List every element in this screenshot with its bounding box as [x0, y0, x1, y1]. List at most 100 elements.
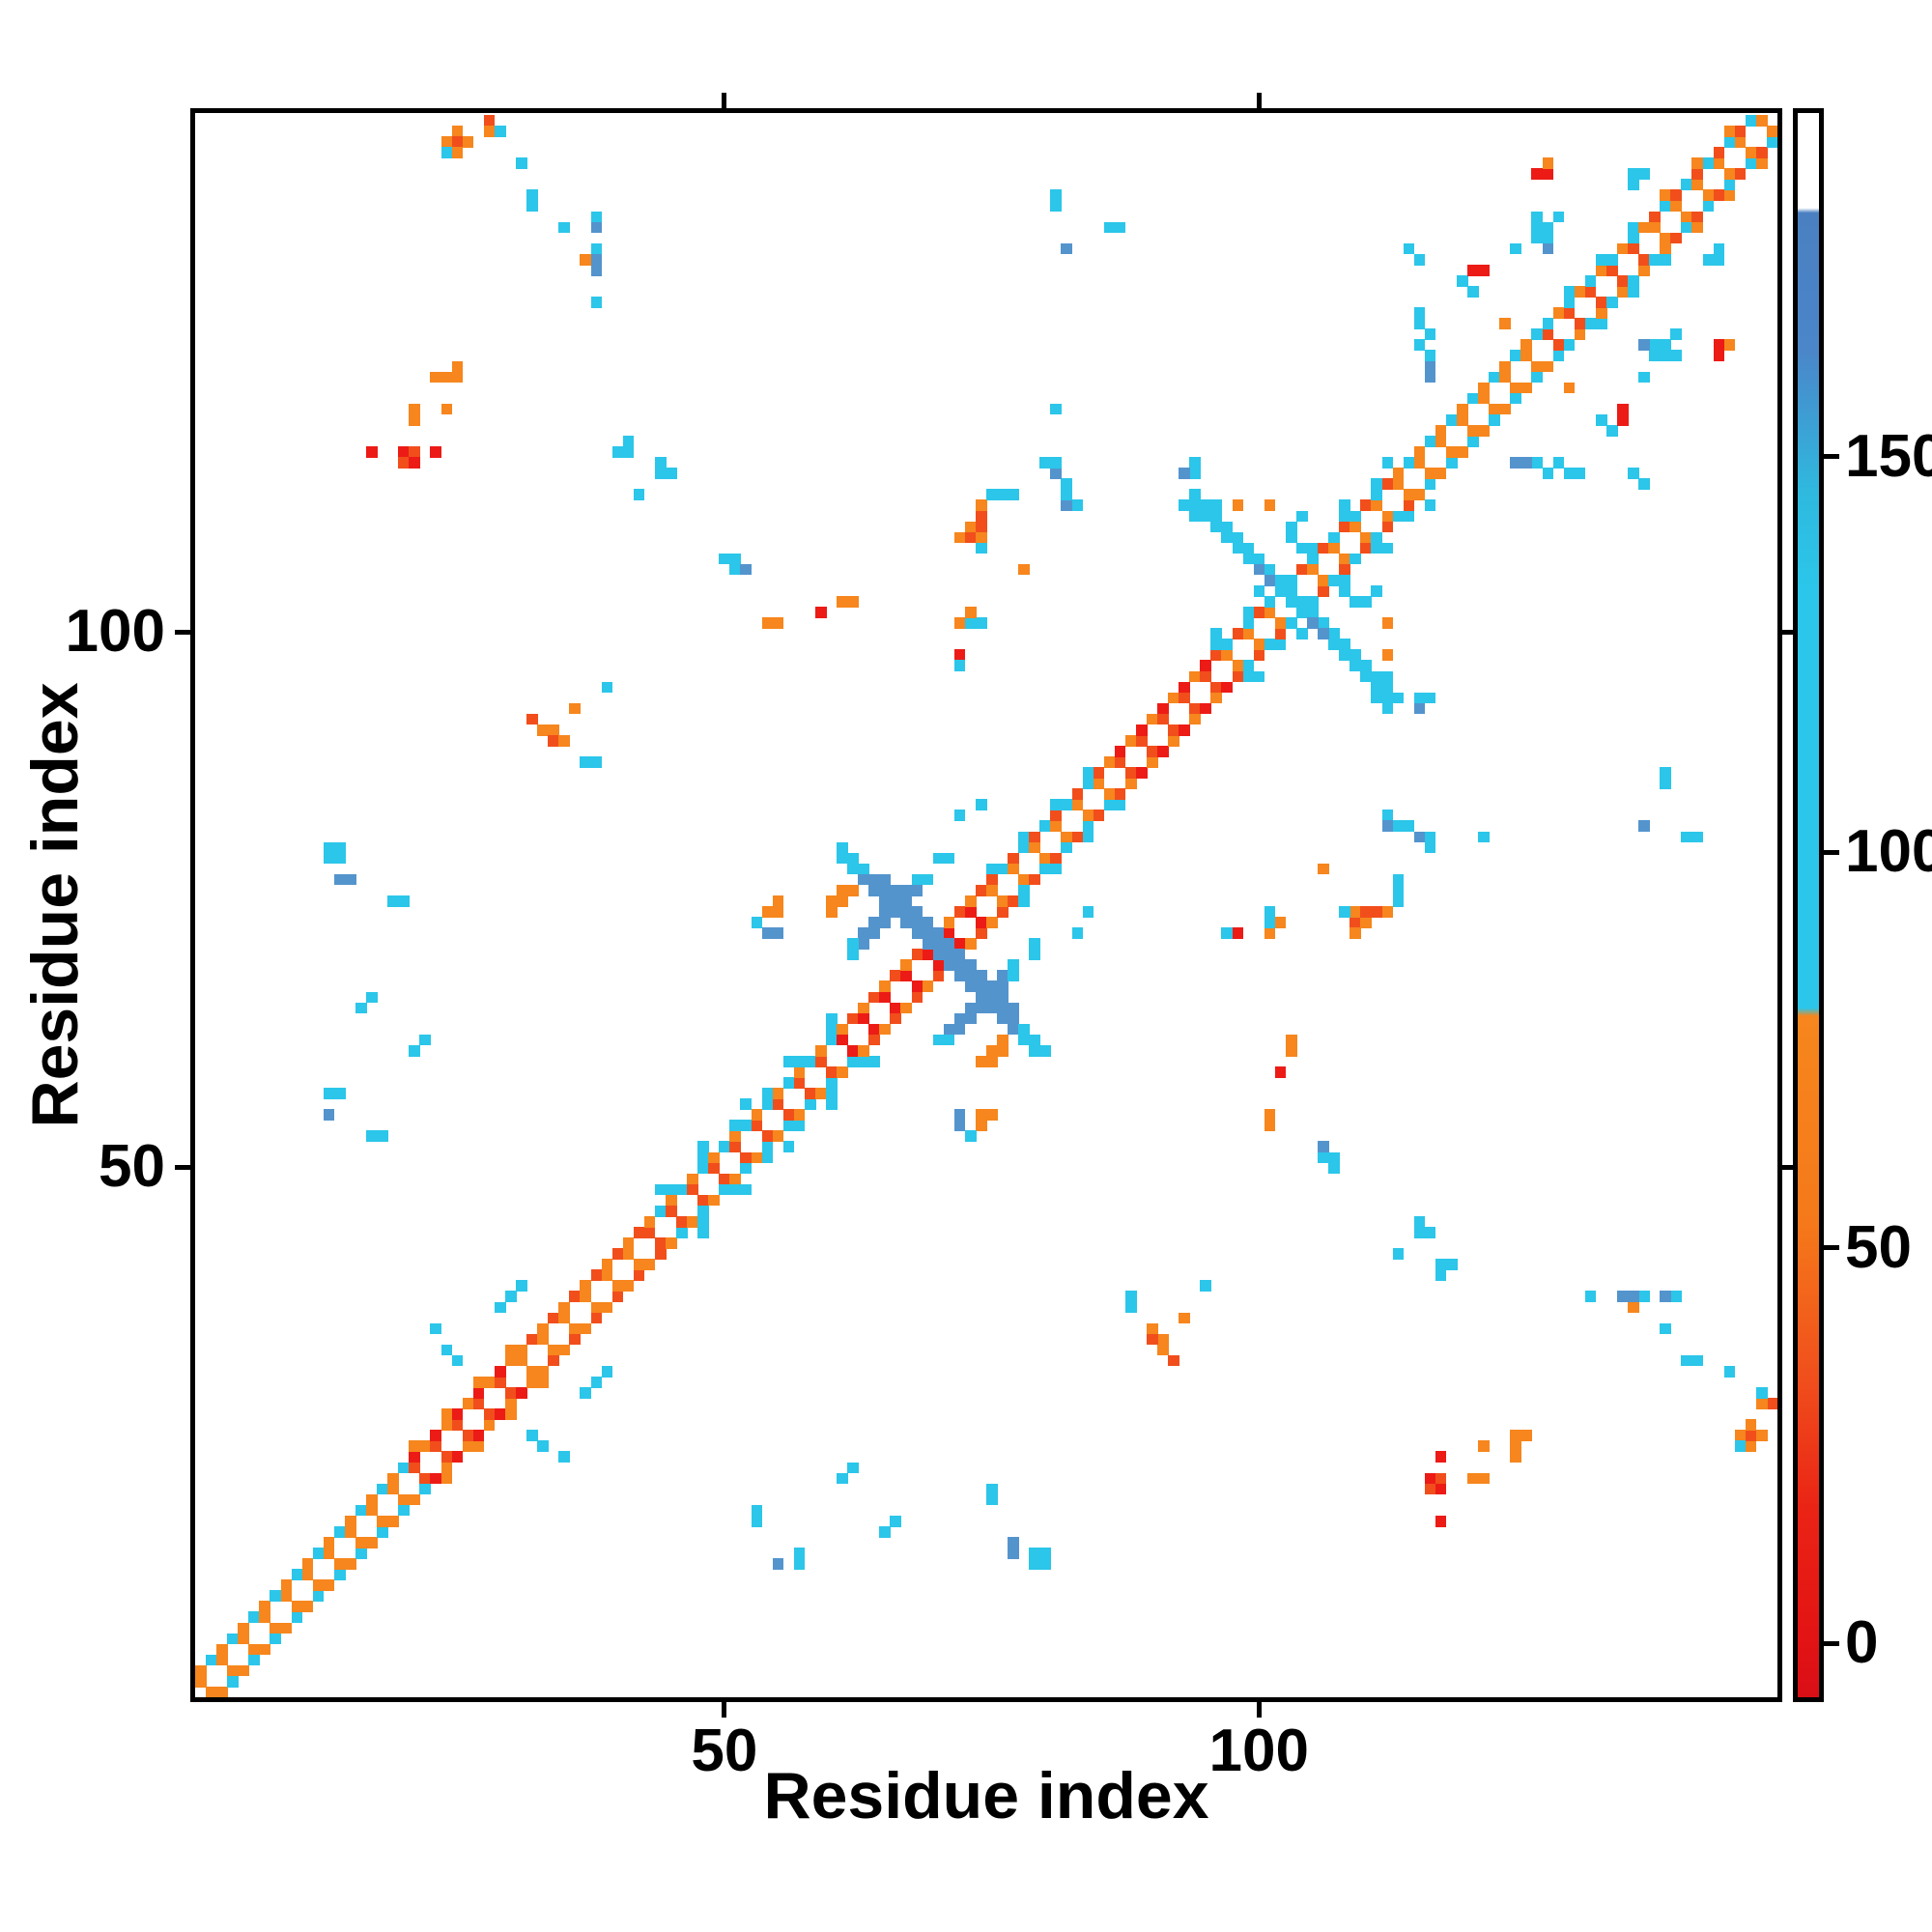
- axis-tick: [1256, 1702, 1262, 1718]
- heatmap-cell: [793, 1077, 806, 1089]
- heatmap-cell: [451, 126, 464, 137]
- heatmap-cell: [1520, 1430, 1533, 1441]
- heatmap-cell: [259, 1601, 271, 1613]
- heatmap-cell: [879, 991, 891, 1004]
- heatmap-cell: [1210, 521, 1223, 533]
- heatmap-cell: [462, 1398, 474, 1409]
- heatmap-cell: [1179, 681, 1190, 694]
- heatmap-cell: [900, 917, 913, 928]
- heatmap-cell: [611, 1291, 624, 1303]
- heatmap-cell: [1670, 328, 1682, 340]
- heatmap-cell: [611, 1248, 624, 1260]
- heatmap-cell: [1221, 531, 1234, 544]
- heatmap-cell: [1681, 1354, 1693, 1367]
- heatmap-cell: [1295, 628, 1308, 639]
- heatmap-cell: [1050, 200, 1063, 213]
- heatmap-cell: [654, 468, 667, 479]
- heatmap-cell: [1766, 136, 1777, 148]
- heatmap-cell: [259, 1643, 271, 1656]
- heatmap-cell: [943, 1023, 955, 1036]
- heatmap-cell: [440, 147, 453, 158]
- heatmap-cell: [1093, 810, 1105, 822]
- heatmap-cell: [1114, 745, 1126, 757]
- heatmap-cell: [1221, 681, 1234, 694]
- heatmap-cell: [398, 457, 410, 469]
- heatmap-cell: [825, 1012, 838, 1025]
- heatmap-cell: [1435, 436, 1447, 447]
- heatmap-cell: [1552, 211, 1565, 223]
- heatmap-cell: [643, 1227, 656, 1238]
- heatmap-cell: [1542, 157, 1554, 169]
- heatmap-cell: [1628, 468, 1639, 479]
- heatmap-cell: [1616, 286, 1629, 298]
- heatmap-cell: [953, 970, 966, 982]
- heatmap-cell: [355, 1002, 367, 1014]
- colorbar-tick-label: 50: [1845, 1213, 1912, 1281]
- heatmap-cell: [377, 1130, 388, 1143]
- heatmap-cell: [1285, 574, 1297, 586]
- heatmap-cell: [409, 1440, 420, 1453]
- heatmap-cell: [1071, 788, 1084, 800]
- heatmap-cell: [1318, 574, 1329, 586]
- heatmap-cell: [398, 1504, 410, 1517]
- heatmap-cell: [1584, 286, 1597, 298]
- heatmap-cell: [1478, 424, 1490, 437]
- heatmap-cell: [1339, 649, 1350, 662]
- heatmap-cell: [922, 949, 934, 960]
- heatmap-cell: [964, 1130, 977, 1143]
- heatmap-cell: [526, 1430, 538, 1441]
- heatmap-cell: [964, 1012, 977, 1025]
- heatmap-cell: [1029, 938, 1040, 950]
- heatmap-cell: [654, 1248, 667, 1260]
- heatmap-cell: [1274, 574, 1287, 586]
- heatmap-cell: [516, 1280, 527, 1293]
- heatmap-cell: [1071, 799, 1084, 810]
- heatmap-cell: [1179, 499, 1190, 512]
- heatmap-cell: [472, 1440, 485, 1453]
- heatmap-cell: [1424, 1227, 1436, 1238]
- heatmap-cell: [409, 446, 420, 458]
- heatmap-cell: [1339, 510, 1350, 523]
- heatmap-cell: [997, 991, 1009, 1004]
- heatmap-cell: [1381, 649, 1394, 662]
- heatmap-cell: [1210, 499, 1223, 512]
- heatmap-cell: [1616, 413, 1629, 426]
- heatmap-cell: [825, 1088, 838, 1099]
- heatmap-cell: [601, 1259, 613, 1270]
- heatmap-cell: [1350, 906, 1361, 918]
- heatmap-cell: [248, 1643, 260, 1656]
- heatmap-cell: [472, 1430, 485, 1441]
- heatmap-cell: [1018, 873, 1030, 886]
- heatmap-cell: [900, 906, 913, 918]
- heatmap-cell: [858, 1044, 869, 1057]
- heatmap-cell: [729, 1173, 742, 1185]
- heatmap-cell: [1723, 126, 1736, 137]
- heatmap-cell: [1039, 1558, 1051, 1570]
- heatmap-cell: [782, 1141, 795, 1153]
- heatmap-cell: [1295, 510, 1308, 523]
- heatmap-cell: [1435, 1269, 1447, 1281]
- heatmap-cell: [1638, 820, 1650, 833]
- heatmap-cell: [1755, 1387, 1768, 1399]
- heatmap-cell: [986, 1109, 998, 1121]
- heatmap-cell: [1595, 253, 1607, 266]
- heatmap-cell: [1628, 1291, 1639, 1303]
- heatmap-cell: [1616, 1291, 1629, 1303]
- heatmap-cell: [227, 1675, 239, 1688]
- heatmap-cell: [847, 949, 859, 960]
- heatmap-cell: [1360, 670, 1373, 683]
- heatmap-cell: [751, 1504, 763, 1517]
- heatmap-cell: [1403, 820, 1415, 833]
- heatmap-cell: [1723, 168, 1736, 180]
- heatmap-cell: [548, 1312, 559, 1324]
- heatmap-cell: [430, 1322, 442, 1335]
- heatmap-cell: [665, 468, 677, 479]
- heatmap-cell: [558, 1301, 570, 1314]
- heatmap-cell: [248, 1611, 260, 1624]
- heatmap-cell: [1574, 286, 1586, 298]
- heatmap-cell: [772, 1558, 784, 1570]
- heatmap-cell: [344, 873, 356, 886]
- heatmap-cell: [1691, 157, 1704, 169]
- heatmap-cell: [270, 1590, 282, 1602]
- heatmap-cell: [761, 617, 774, 629]
